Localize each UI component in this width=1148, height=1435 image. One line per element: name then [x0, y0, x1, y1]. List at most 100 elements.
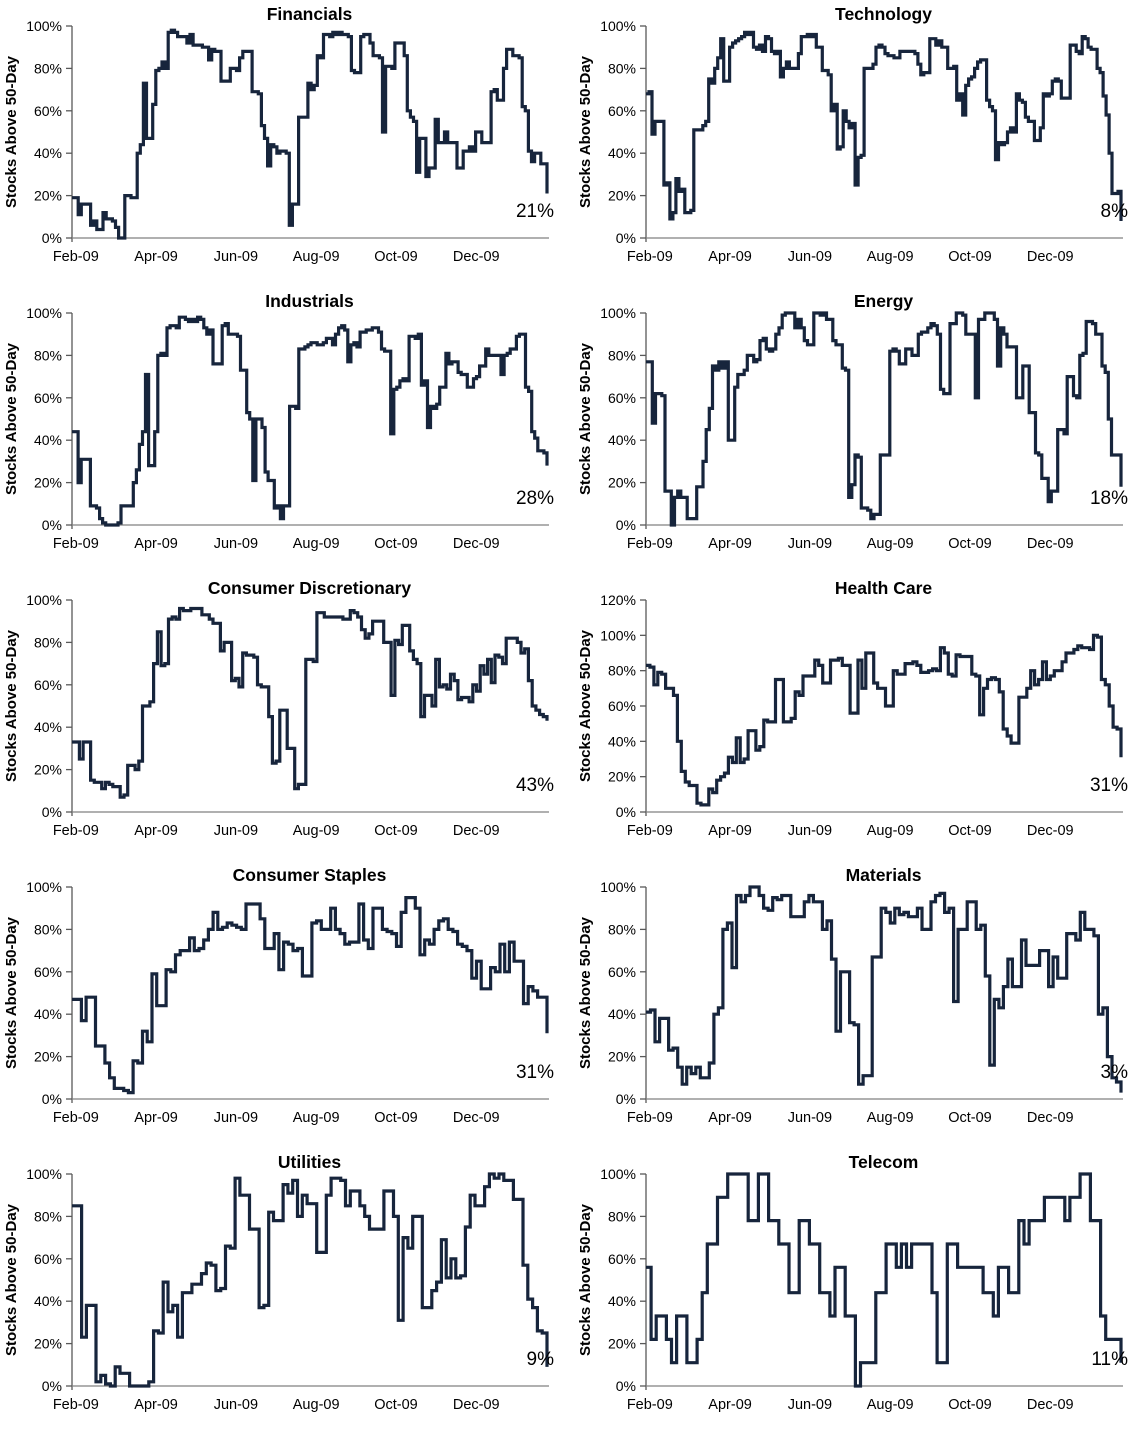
x-tick-label: Oct-09: [374, 1110, 418, 1126]
chart-panel-energy: Energy Stocks Above 50-Day 0% 20% 40% 60% 80% 1…: [574, 287, 1148, 574]
y-axis-title: Stocks Above 50-Day: [577, 1203, 594, 1356]
y-tick-label: 20%: [34, 475, 62, 491]
y-tick-label: 60%: [34, 103, 62, 119]
y-tick-label: 60%: [34, 964, 62, 980]
chart-consumer-discretionary: Consumer Discretionary Stocks Above 50-Da…: [3, 578, 554, 839]
x-tick-label: Oct-09: [948, 823, 992, 839]
series-line: [646, 311, 1123, 527]
x-tick-label: Jun-09: [214, 823, 258, 839]
x-tick-label: Aug-09: [867, 1397, 914, 1413]
chart-energy: Energy Stocks Above 50-Day 0% 20% 40% 60% 80% 1…: [577, 291, 1128, 552]
y-tick-label: 80%: [34, 1208, 62, 1224]
y-tick-label: 80%: [608, 60, 636, 76]
chart-technology: Technology Stocks Above 50-Day 0% 20% 40% 60%…: [577, 4, 1129, 265]
y-tick-label: 0%: [616, 230, 636, 246]
y-tick-label: 80%: [34, 347, 62, 363]
y-tick-label: 20%: [608, 769, 636, 785]
x-tick-label: Jun-09: [214, 249, 258, 265]
x-tick-label: Feb-09: [53, 249, 99, 265]
chart-utilities: Utilities Stocks Above 50-Day 0% 20% 40% 60% 8…: [3, 1152, 555, 1413]
x-tick-label: Apr-09: [134, 1397, 178, 1413]
chart-consumer-staples: Consumer Staples Stocks Above 50-Day 0% 20%…: [3, 865, 554, 1126]
x-tick-label: Aug-09: [293, 249, 340, 265]
y-tick-label: 80%: [34, 60, 62, 76]
x-tick-label: Feb-09: [53, 823, 99, 839]
y-tick-label: 100%: [600, 1166, 636, 1182]
x-tick-label: Feb-09: [627, 249, 673, 265]
y-axis-title: Stocks Above 50-Day: [577, 916, 594, 1069]
x-tick-label: Oct-09: [948, 249, 992, 265]
y-tick-label: 40%: [608, 432, 636, 448]
end-value-annotation: 28%: [516, 488, 554, 509]
y-tick-label: 20%: [608, 188, 636, 204]
y-tick-label: 20%: [34, 188, 62, 204]
chart-panel-financials: Financials Stocks Above 50-Day 0% 20% 40% 60%…: [0, 0, 574, 287]
x-tick-label: Dec-09: [1027, 536, 1074, 552]
series-line: [72, 606, 549, 799]
x-tick-label: Apr-09: [708, 1110, 752, 1126]
x-tick-label: Dec-09: [453, 536, 500, 552]
x-tick-label: Apr-09: [134, 249, 178, 265]
series-line: [72, 1172, 549, 1388]
x-tick-label: Oct-09: [374, 249, 418, 265]
y-axis-title: Stocks Above 50-Day: [577, 342, 594, 495]
x-tick-label: Apr-09: [708, 249, 752, 265]
y-tick-label: 40%: [608, 733, 636, 749]
x-tick-label: Aug-09: [293, 1397, 340, 1413]
y-tick-label: 80%: [608, 347, 636, 363]
y-tick-label: 20%: [34, 1049, 62, 1065]
y-tick-label: 0%: [616, 804, 636, 820]
x-tick-label: Dec-09: [1027, 1397, 1074, 1413]
x-tick-label: Apr-09: [708, 823, 752, 839]
chart-panel-health-care: Health Care Stocks Above 50-Day 0% 20% 40% 60…: [574, 574, 1148, 861]
end-value-annotation: 8%: [1101, 201, 1129, 222]
x-tick-label: Jun-09: [788, 1110, 832, 1126]
y-tick-label: 0%: [616, 1091, 636, 1107]
y-tick-label: 0%: [42, 804, 62, 820]
x-tick-label: Feb-09: [53, 536, 99, 552]
y-tick-label: 100%: [600, 627, 636, 643]
x-tick-label: Oct-09: [948, 1110, 992, 1126]
y-tick-label: 80%: [608, 663, 636, 679]
series-line: [646, 30, 1123, 221]
chart-panel-technology: Technology Stocks Above 50-Day 0% 20% 40% 60%…: [574, 0, 1148, 287]
x-tick-label: Apr-09: [708, 536, 752, 552]
x-tick-label: Jun-09: [788, 823, 832, 839]
y-tick-label: 120%: [600, 592, 636, 608]
y-tick-label: 100%: [600, 305, 636, 321]
x-tick-label: Aug-09: [867, 249, 914, 265]
x-tick-label: Jun-09: [788, 536, 832, 552]
chart-title: Consumer Discretionary: [208, 578, 412, 598]
y-tick-label: 100%: [26, 879, 62, 895]
x-tick-label: Oct-09: [948, 1397, 992, 1413]
y-tick-label: 60%: [608, 698, 636, 714]
y-tick-label: 100%: [26, 1166, 62, 1182]
y-tick-label: 20%: [608, 1049, 636, 1065]
end-value-annotation: 11%: [1091, 1349, 1128, 1370]
y-tick-label: 60%: [608, 390, 636, 406]
x-tick-label: Dec-09: [1027, 249, 1074, 265]
y-tick-label: 0%: [42, 1378, 62, 1394]
x-tick-label: Feb-09: [627, 536, 673, 552]
chart-title: Health Care: [835, 578, 933, 598]
y-tick-label: 60%: [34, 1251, 62, 1267]
end-value-annotation: 31%: [516, 1062, 554, 1083]
end-value-annotation: 9%: [527, 1349, 555, 1370]
x-tick-label: Aug-09: [867, 1110, 914, 1126]
y-tick-label: 40%: [608, 1006, 636, 1022]
series-line: [646, 1172, 1123, 1388]
chart-panel-materials: Materials Stocks Above 50-Day 0% 20% 40% 60% 8…: [574, 861, 1148, 1148]
y-tick-label: 100%: [26, 18, 62, 34]
chart-title: Technology: [835, 4, 932, 24]
y-tick-label: 0%: [616, 517, 636, 533]
y-tick-label: 0%: [42, 230, 62, 246]
y-axis-title: Stocks Above 50-Day: [3, 342, 20, 495]
y-tick-label: 100%: [26, 305, 62, 321]
chart-panel-industrials: Industrials Stocks Above 50-Day 0% 20% 40% 60…: [0, 287, 574, 574]
y-tick-label: 0%: [42, 517, 62, 533]
x-tick-label: Dec-09: [1027, 1110, 1074, 1126]
x-tick-label: Aug-09: [293, 536, 340, 552]
series-line: [72, 896, 549, 1095]
chart-title: Industrials: [265, 291, 354, 311]
chart-materials: Materials Stocks Above 50-Day 0% 20% 40% 60% 8…: [577, 865, 1128, 1126]
